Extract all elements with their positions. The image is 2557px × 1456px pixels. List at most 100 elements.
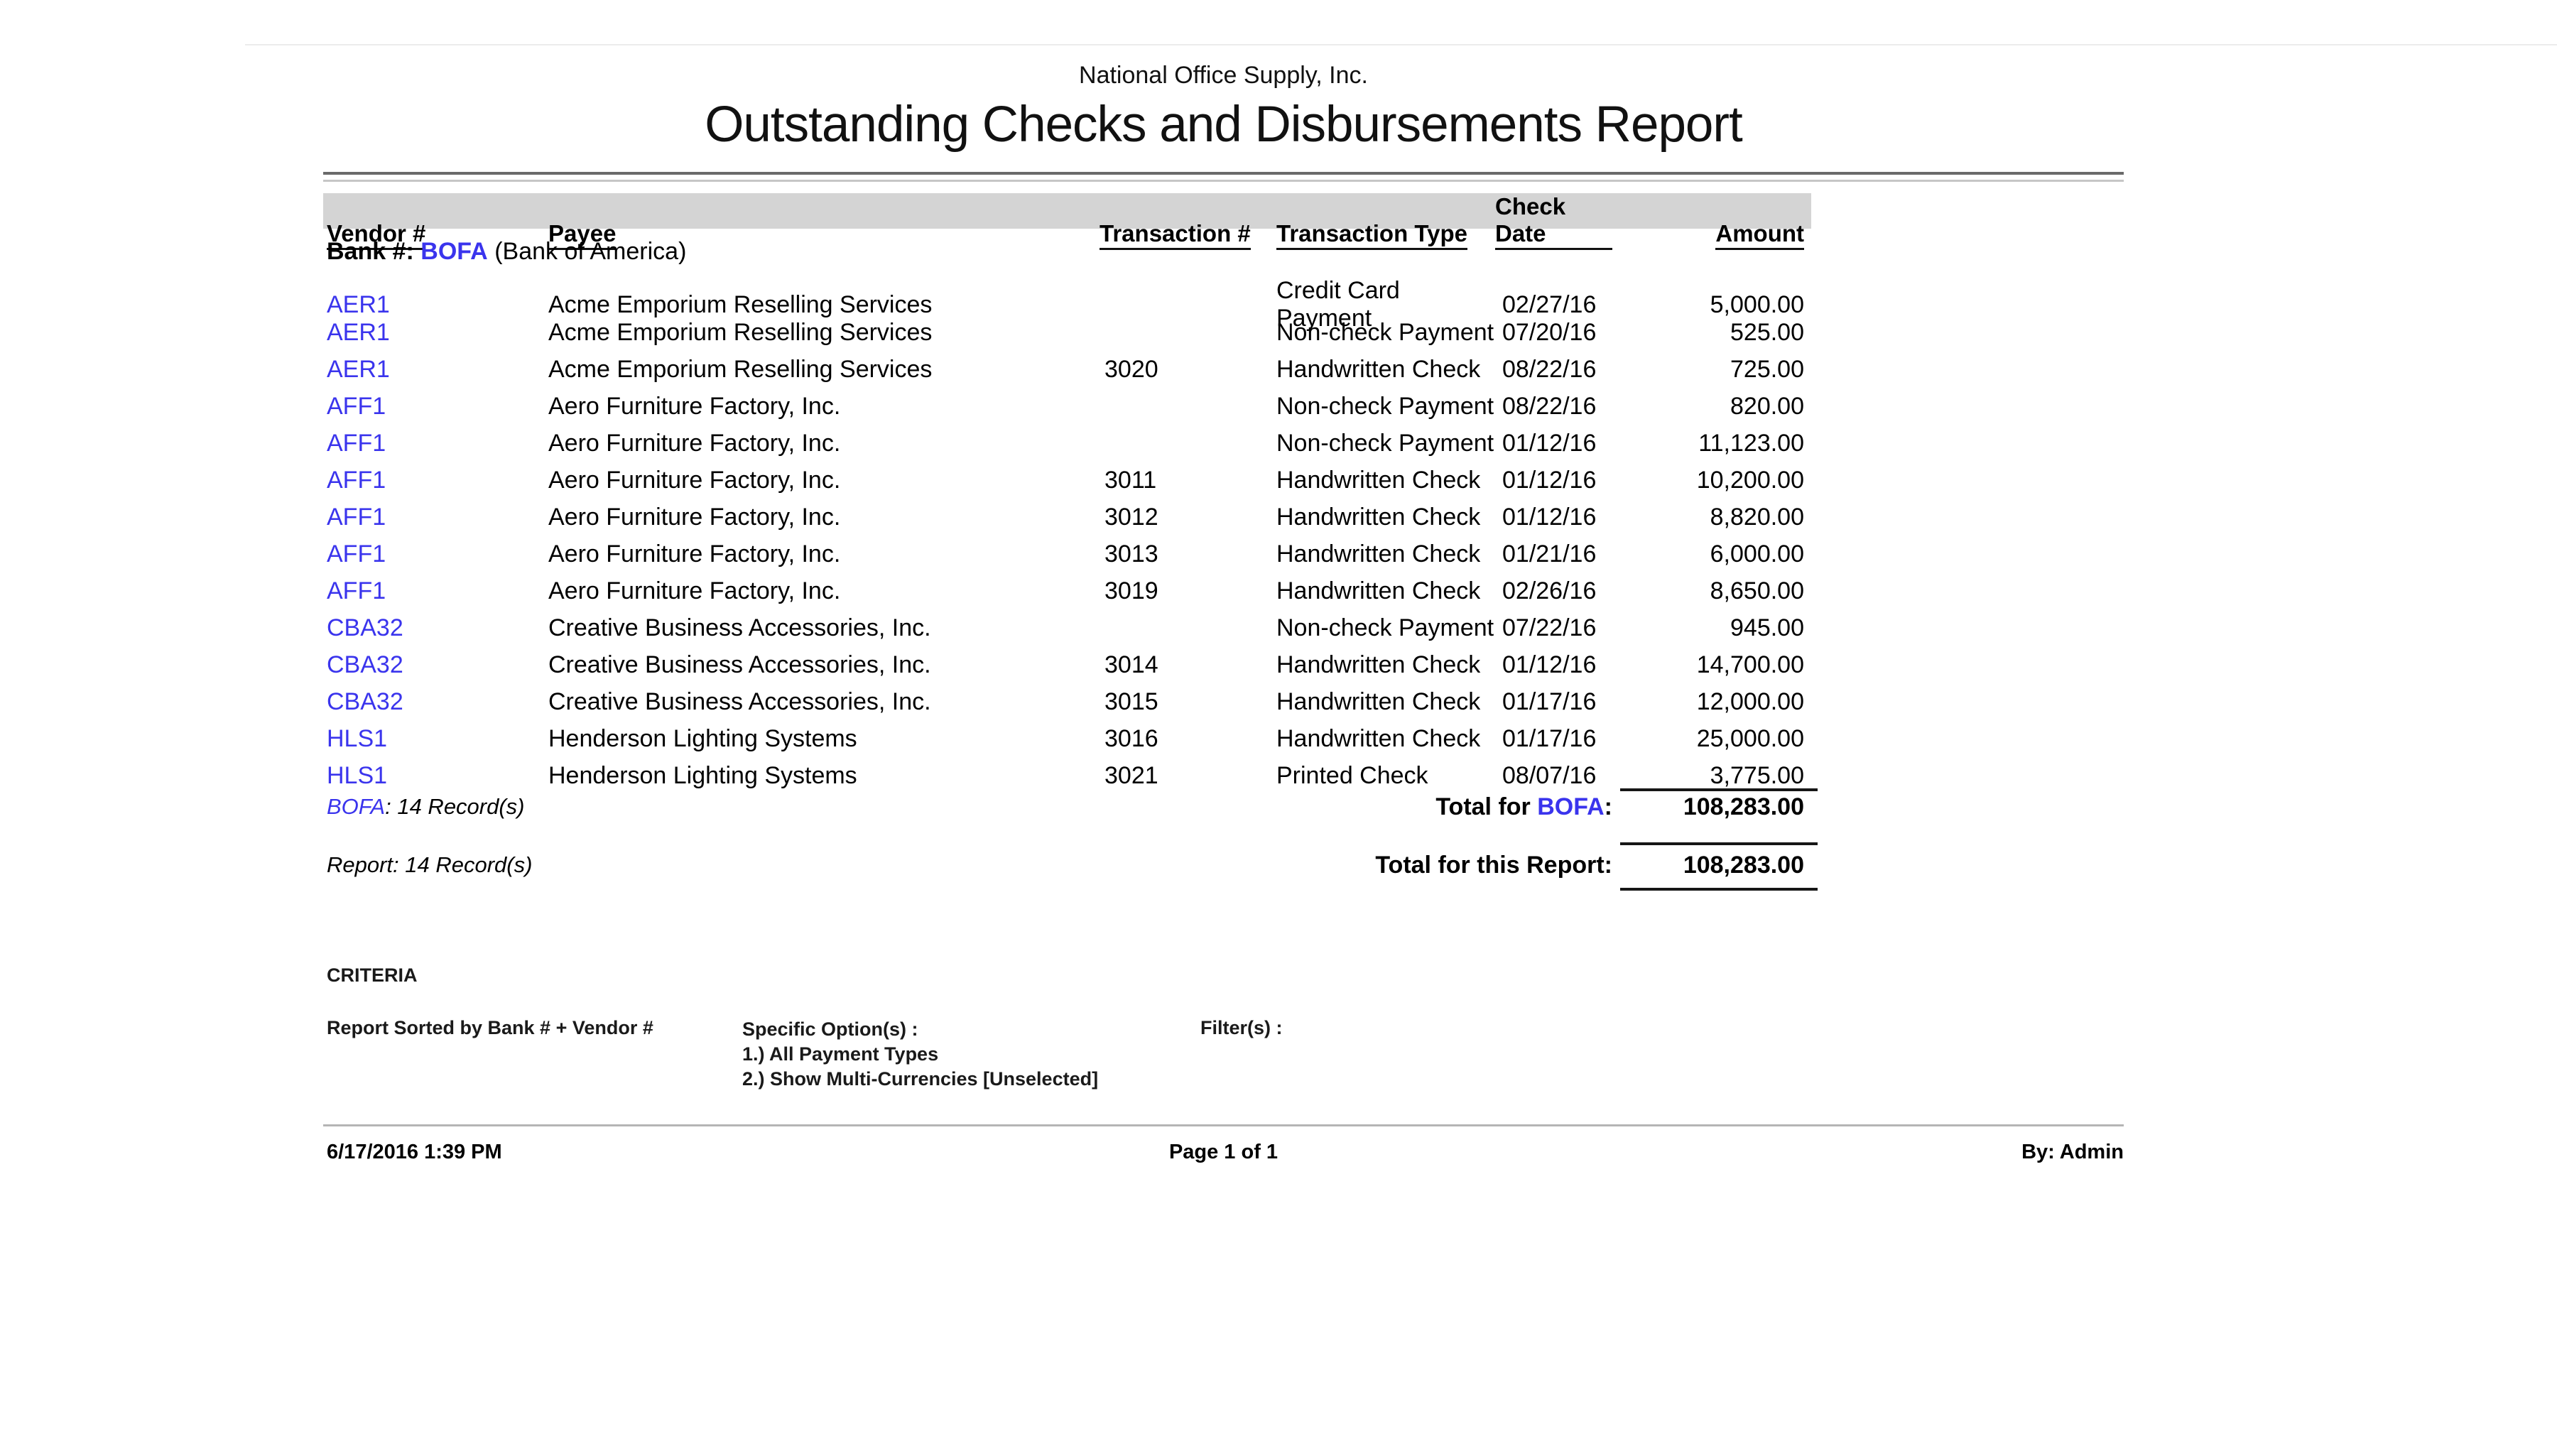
vendor-link[interactable]: CBA32 xyxy=(327,651,403,678)
table-row: HLS1 Henderson Lighting Systems 3021 Printe… xyxy=(323,757,1811,794)
payee-cell: Acme Emporium Reselling Services xyxy=(548,355,933,383)
criteria-filters-label: Filter(s) : xyxy=(1200,1017,1283,1038)
payee-cell: Aero Furniture Factory, Inc. xyxy=(548,540,841,567)
payee-cell: Aero Furniture Factory, Inc. xyxy=(548,503,841,531)
vendor-link[interactable]: AER1 xyxy=(327,290,390,318)
vendor-link[interactable]: AFF1 xyxy=(327,503,386,531)
check-date-cell: 01/17/16 xyxy=(1502,688,1597,715)
report-total-rule-bottom xyxy=(1620,888,1818,891)
transaction-type-cell: Handwritten Check xyxy=(1276,688,1481,715)
vendor-link[interactable]: HLS1 xyxy=(327,761,388,789)
payee-cell: Aero Furniture Factory, Inc. xyxy=(548,577,841,604)
footer-user: By: Admin xyxy=(2021,1141,2124,1163)
page-footer: 6/17/2016 1:39 PM Page 1 of 1 By: Admin xyxy=(323,1141,2124,1169)
transaction-number-cell: 3021 xyxy=(1104,761,1158,789)
column-header-check-date[interactable]: Check Date xyxy=(1495,193,1612,254)
payee-cell: Aero Furniture Factory, Inc. xyxy=(548,429,841,457)
vendor-link[interactable]: CBA32 xyxy=(327,614,403,641)
vendor-link[interactable]: AFF1 xyxy=(327,429,386,457)
footer-datetime: 6/17/2016 1:39 PM xyxy=(327,1141,502,1163)
transaction-type-cell: Printed Check xyxy=(1276,761,1428,789)
vendor-link[interactable]: AFF1 xyxy=(327,540,386,567)
group-total-amount: 108,283.00 xyxy=(1683,793,1804,820)
transaction-type-cell: Handwritten Check xyxy=(1276,466,1481,494)
group-total-row: BOFA: 14 Record(s) Total for BOFA: 108,2… xyxy=(323,790,1811,824)
vendor-link[interactable]: AFF1 xyxy=(327,392,386,420)
amount-cell: 25,000.00 xyxy=(1696,724,1804,752)
table-row: AER1 Acme Emporium Reselling Services 3020… xyxy=(323,351,1811,388)
transaction-number-cell: 3011 xyxy=(1104,466,1157,494)
amount-cell: 10,200.00 xyxy=(1696,466,1804,494)
group-total-code-link[interactable]: BOFA xyxy=(1537,793,1605,820)
transaction-number-cell: 3014 xyxy=(1104,651,1158,678)
check-date-cell: 07/20/16 xyxy=(1502,318,1597,346)
payee-cell: Aero Furniture Factory, Inc. xyxy=(548,392,841,420)
transaction-type-cell: Non-check Payment xyxy=(1276,429,1494,457)
amount-cell: 3,775.00 xyxy=(1710,761,1804,789)
check-date-cell: 07/22/16 xyxy=(1502,614,1597,641)
vendor-link[interactable]: AFF1 xyxy=(327,466,386,494)
vendor-link[interactable]: AER1 xyxy=(327,355,390,383)
vendor-link[interactable]: AFF1 xyxy=(327,577,386,604)
column-header-vendor[interactable]: Vendor # xyxy=(323,220,547,254)
payee-cell: Creative Business Accessories, Inc. xyxy=(548,614,931,641)
table-row: CBA32 Creative Business Accessories, Inc.… xyxy=(323,646,1811,683)
footer-page-number: Page 1 of 1 xyxy=(1168,1141,1278,1163)
report-total-row: Report: 14 Record(s) Total for this Repo… xyxy=(323,848,1811,882)
table-row: AFF1 Aero Furniture Factory, Inc. 3011 Hand… xyxy=(323,462,1811,499)
payee-cell: Acme Emporium Reselling Services xyxy=(548,290,933,318)
transaction-type-cell: Handwritten Check xyxy=(1276,540,1481,567)
vendor-link[interactable]: AER1 xyxy=(327,318,390,346)
check-date-cell: 02/27/16 xyxy=(1502,290,1597,318)
column-header-payee[interactable]: Payee xyxy=(547,220,1097,254)
amount-cell: 12,000.00 xyxy=(1696,688,1804,715)
check-date-cell: 08/07/16 xyxy=(1502,761,1597,789)
check-date-cell: 01/12/16 xyxy=(1502,429,1597,457)
table-row: AFF1 Aero Furniture Factory, Inc. Non-chec… xyxy=(323,425,1811,462)
column-header-amount[interactable]: Amount xyxy=(1612,220,1811,254)
column-header-transaction-type[interactable]: Transaction Type xyxy=(1271,220,1495,254)
amount-cell: 14,700.00 xyxy=(1696,651,1804,678)
transaction-number-cell: 3019 xyxy=(1104,577,1158,604)
payee-cell: Creative Business Accessories, Inc. xyxy=(548,688,931,715)
transaction-type-cell: Handwritten Check xyxy=(1276,577,1481,604)
table-row: AFF1 Aero Furniture Factory, Inc. 3013 Hand… xyxy=(323,536,1811,572)
report-title: Outstanding Checks and Disbursements Rep… xyxy=(705,97,1743,153)
transaction-type-cell: Credit Card Payment xyxy=(1276,277,1400,332)
table-row: AFF1 Aero Furniture Factory, Inc. 3019 Hand… xyxy=(323,572,1811,609)
transaction-number-cell: 3013 xyxy=(1104,540,1158,567)
criteria-sorted-by: Report Sorted by Bank # + Vendor # xyxy=(327,1017,653,1038)
bank-code-link[interactable]: BOFA xyxy=(420,238,488,265)
check-date-cell: 01/17/16 xyxy=(1502,724,1597,752)
payee-cell: Henderson Lighting Systems xyxy=(548,724,857,752)
amount-cell: 8,820.00 xyxy=(1710,503,1804,531)
criteria-options-label: Specific Option(s) : xyxy=(742,1018,918,1040)
group-total-label: Total for BOFA: xyxy=(1435,793,1612,820)
vendor-link[interactable]: CBA32 xyxy=(327,688,403,715)
check-date-cell: 01/12/16 xyxy=(1502,651,1597,678)
vendor-link[interactable]: HLS1 xyxy=(327,724,388,752)
payee-cell: Acme Emporium Reselling Services xyxy=(548,318,933,346)
transaction-number-cell: 3012 xyxy=(1104,503,1158,531)
group-record-code-link[interactable]: BOFA xyxy=(327,794,386,819)
table-row: HLS1 Henderson Lighting Systems 3016 Handwr… xyxy=(323,720,1811,757)
bank-name: (Bank of America) xyxy=(494,238,687,265)
table-row: AER1 Acme Emporium Reselling Services Non-… xyxy=(323,314,1811,351)
amount-cell: 945.00 xyxy=(1730,614,1804,641)
transaction-type-cell: Handwritten Check xyxy=(1276,651,1481,678)
transaction-type-cell: Handwritten Check xyxy=(1276,724,1481,752)
column-header-transaction-number[interactable]: Transaction # xyxy=(1097,220,1271,254)
report-page: National Office Supply, Inc. Outstanding… xyxy=(323,0,2124,1456)
report-total-rule-top xyxy=(1620,842,1818,845)
table-row: AER1 Acme Emporium Reselling Services Cred… xyxy=(323,277,1811,332)
table-row: CBA32 Creative Business Accessories, Inc.… xyxy=(323,609,1811,646)
amount-cell: 6,000.00 xyxy=(1710,540,1804,567)
transaction-number-cell: 3015 xyxy=(1104,688,1158,715)
payee-cell: Aero Furniture Factory, Inc. xyxy=(548,466,841,494)
check-date-cell: 02/26/16 xyxy=(1502,577,1597,604)
bank-group-header: Bank #: BOFA (Bank of America) xyxy=(327,236,686,267)
amount-cell: 820.00 xyxy=(1730,392,1804,420)
amount-cell: 525.00 xyxy=(1730,318,1804,346)
table-row: AFF1 Aero Furniture Factory, Inc. Non-chec… xyxy=(323,388,1811,425)
check-date-cell: 01/12/16 xyxy=(1502,466,1597,494)
